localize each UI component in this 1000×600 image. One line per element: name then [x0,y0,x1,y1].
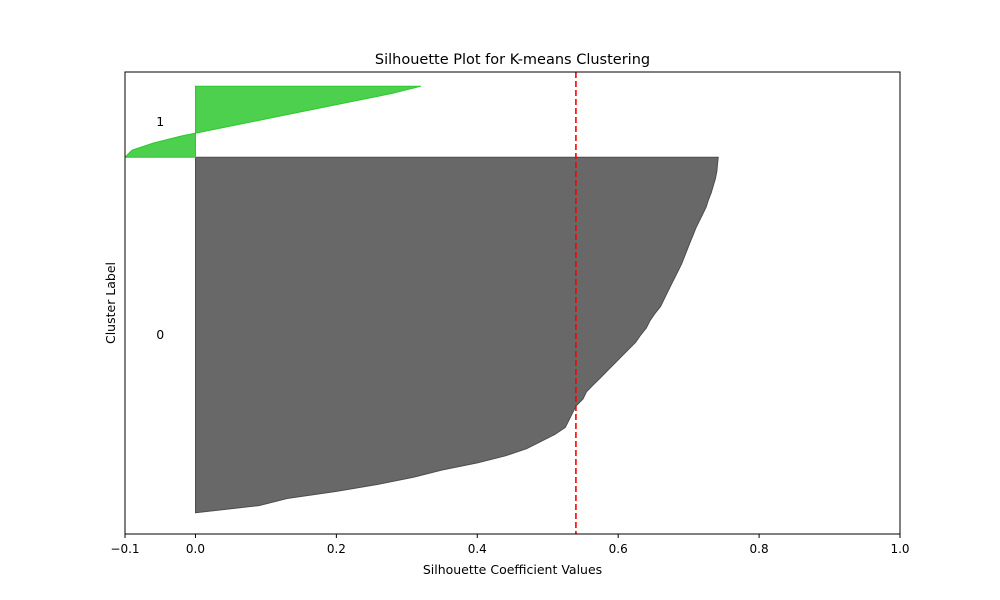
x-tick-label: 0.8 [750,542,769,556]
x-axis: −0.1 0.0 0.2 0.4 0.6 0.8 1.0 [110,534,910,556]
chart-title: Silhouette Plot for K-means Clustering [375,52,650,68]
silhouette-cluster-0 [195,156,719,514]
axes-frame [124,71,901,535]
x-axis-label: Silhouette Coefficient Values [423,562,602,577]
x-tick-label: 0.4 [468,542,487,556]
y-axis-label: Cluster Label [103,262,118,344]
x-tick-label: 0.2 [327,542,346,556]
x-tick-label: 0.0 [186,542,205,556]
plot-area: 01 [125,72,719,534]
cluster-label-1: 1 [156,114,164,129]
x-tick-label: 0.6 [609,542,628,556]
x-tick-label: 1.0 [890,542,909,556]
cluster-label-0: 0 [156,327,164,342]
x-tick-label: −0.1 [110,542,139,556]
silhouette-cluster-1 [125,85,422,158]
